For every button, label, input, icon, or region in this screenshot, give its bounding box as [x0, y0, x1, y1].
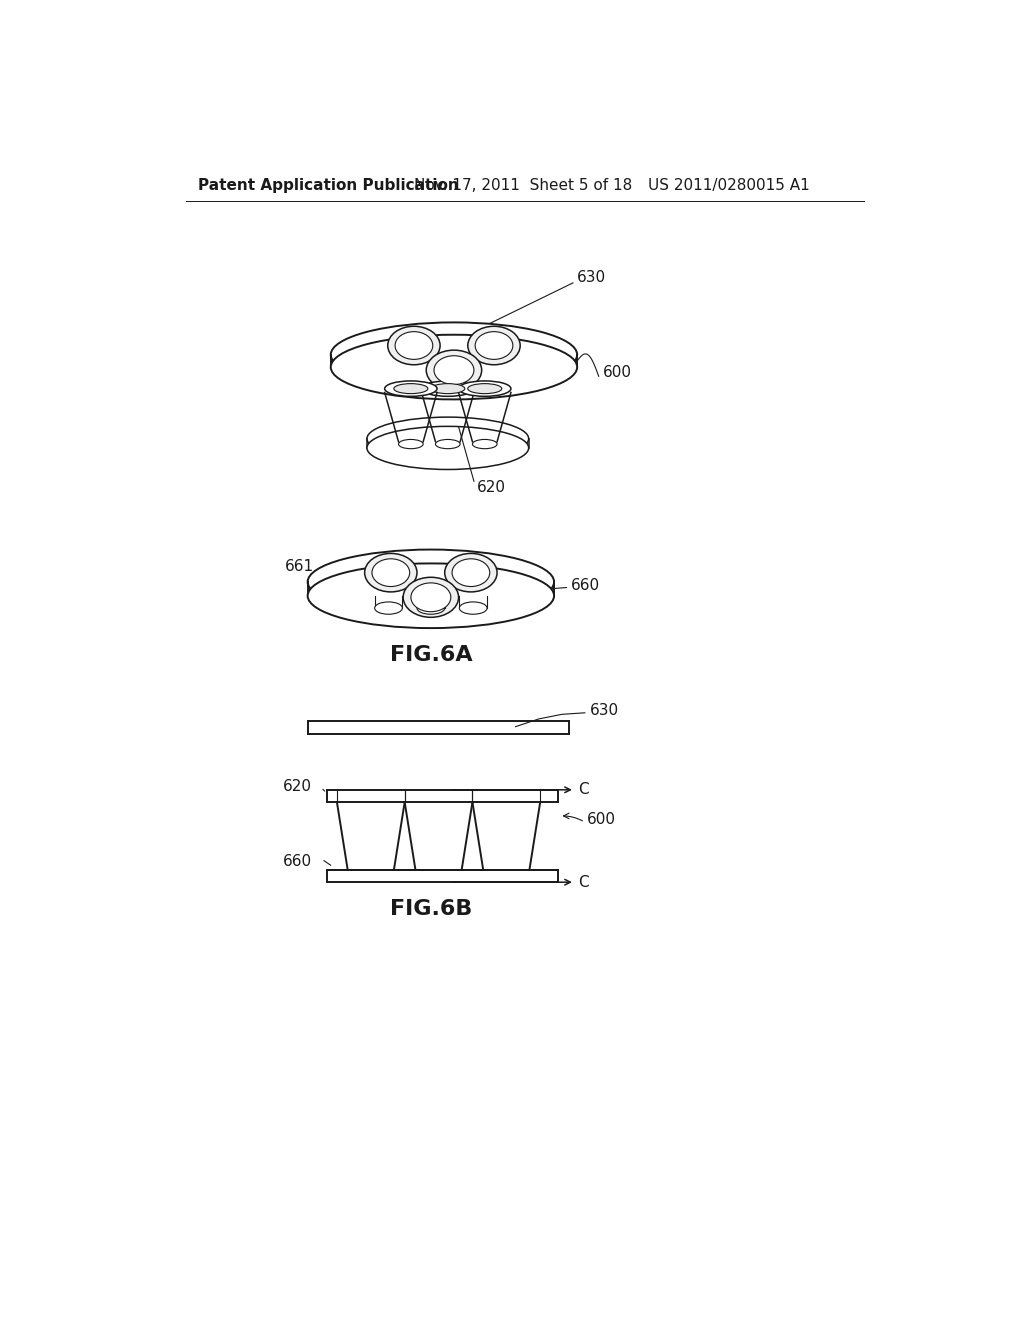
Text: 630: 630 [578, 271, 606, 285]
Ellipse shape [372, 558, 410, 586]
Ellipse shape [459, 381, 511, 396]
Ellipse shape [365, 553, 417, 591]
Text: Nov. 17, 2011  Sheet 5 of 18: Nov. 17, 2011 Sheet 5 of 18 [414, 178, 632, 193]
Ellipse shape [367, 426, 528, 470]
Text: Patent Application Publication: Patent Application Publication [199, 178, 459, 193]
Ellipse shape [426, 350, 481, 391]
Ellipse shape [411, 583, 451, 611]
Ellipse shape [331, 335, 578, 400]
Ellipse shape [452, 558, 489, 586]
Text: US 2011/0280015 A1: US 2011/0280015 A1 [648, 178, 810, 193]
Text: 660: 660 [283, 854, 312, 869]
Ellipse shape [460, 602, 487, 614]
Text: 630: 630 [590, 704, 620, 718]
Text: 661: 661 [285, 558, 313, 574]
Ellipse shape [398, 440, 423, 449]
Ellipse shape [417, 602, 444, 614]
Ellipse shape [468, 384, 502, 393]
Text: C: C [578, 783, 589, 797]
Ellipse shape [435, 440, 460, 449]
Ellipse shape [395, 331, 433, 359]
Ellipse shape [434, 355, 474, 384]
Ellipse shape [331, 322, 578, 387]
Ellipse shape [422, 381, 474, 396]
Text: FIG.6B: FIG.6B [390, 899, 472, 919]
Ellipse shape [403, 577, 459, 618]
Ellipse shape [388, 326, 440, 364]
Ellipse shape [472, 440, 497, 449]
Ellipse shape [367, 417, 528, 461]
Text: 620: 620 [283, 779, 312, 795]
Ellipse shape [475, 331, 513, 359]
Ellipse shape [468, 326, 520, 364]
Text: FIG.6A: FIG.6A [389, 645, 472, 665]
Text: 600: 600 [603, 364, 633, 380]
Ellipse shape [307, 549, 554, 614]
Text: 600: 600 [587, 812, 615, 826]
Text: 660: 660 [571, 578, 600, 593]
Text: 620: 620 [477, 479, 506, 495]
Ellipse shape [385, 381, 437, 396]
Text: C: C [578, 875, 589, 890]
Ellipse shape [307, 564, 554, 628]
Ellipse shape [431, 384, 465, 393]
Ellipse shape [394, 384, 428, 393]
Ellipse shape [444, 553, 497, 591]
Ellipse shape [375, 602, 402, 614]
